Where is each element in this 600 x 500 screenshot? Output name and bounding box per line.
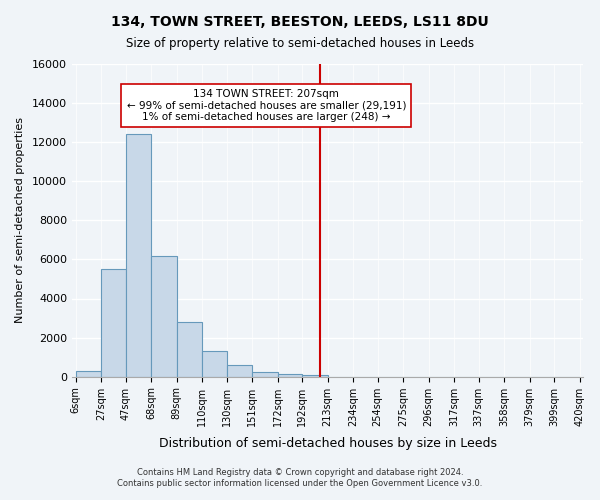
Bar [302,374,328,376]
Text: Size of property relative to semi-detached houses in Leeds: Size of property relative to semi-detach… [126,38,474,51]
X-axis label: Distribution of semi-detached houses by size in Leeds: Distribution of semi-detached houses by … [158,437,497,450]
Bar [125,134,151,376]
Bar [101,269,125,376]
Bar [278,374,302,376]
Bar [176,322,202,376]
Bar [151,256,176,376]
Bar [202,352,227,376]
Text: Contains HM Land Registry data © Crown copyright and database right 2024.
Contai: Contains HM Land Registry data © Crown c… [118,468,482,487]
Bar [252,372,278,376]
Text: 134 TOWN STREET: 207sqm
← 99% of semi-detached houses are smaller (29,191)
1% of: 134 TOWN STREET: 207sqm ← 99% of semi-de… [127,89,406,122]
Bar [76,371,101,376]
Y-axis label: Number of semi-detached properties: Number of semi-detached properties [15,118,25,324]
Text: 134, TOWN STREET, BEESTON, LEEDS, LS11 8DU: 134, TOWN STREET, BEESTON, LEEDS, LS11 8… [111,15,489,29]
Bar [227,365,252,376]
